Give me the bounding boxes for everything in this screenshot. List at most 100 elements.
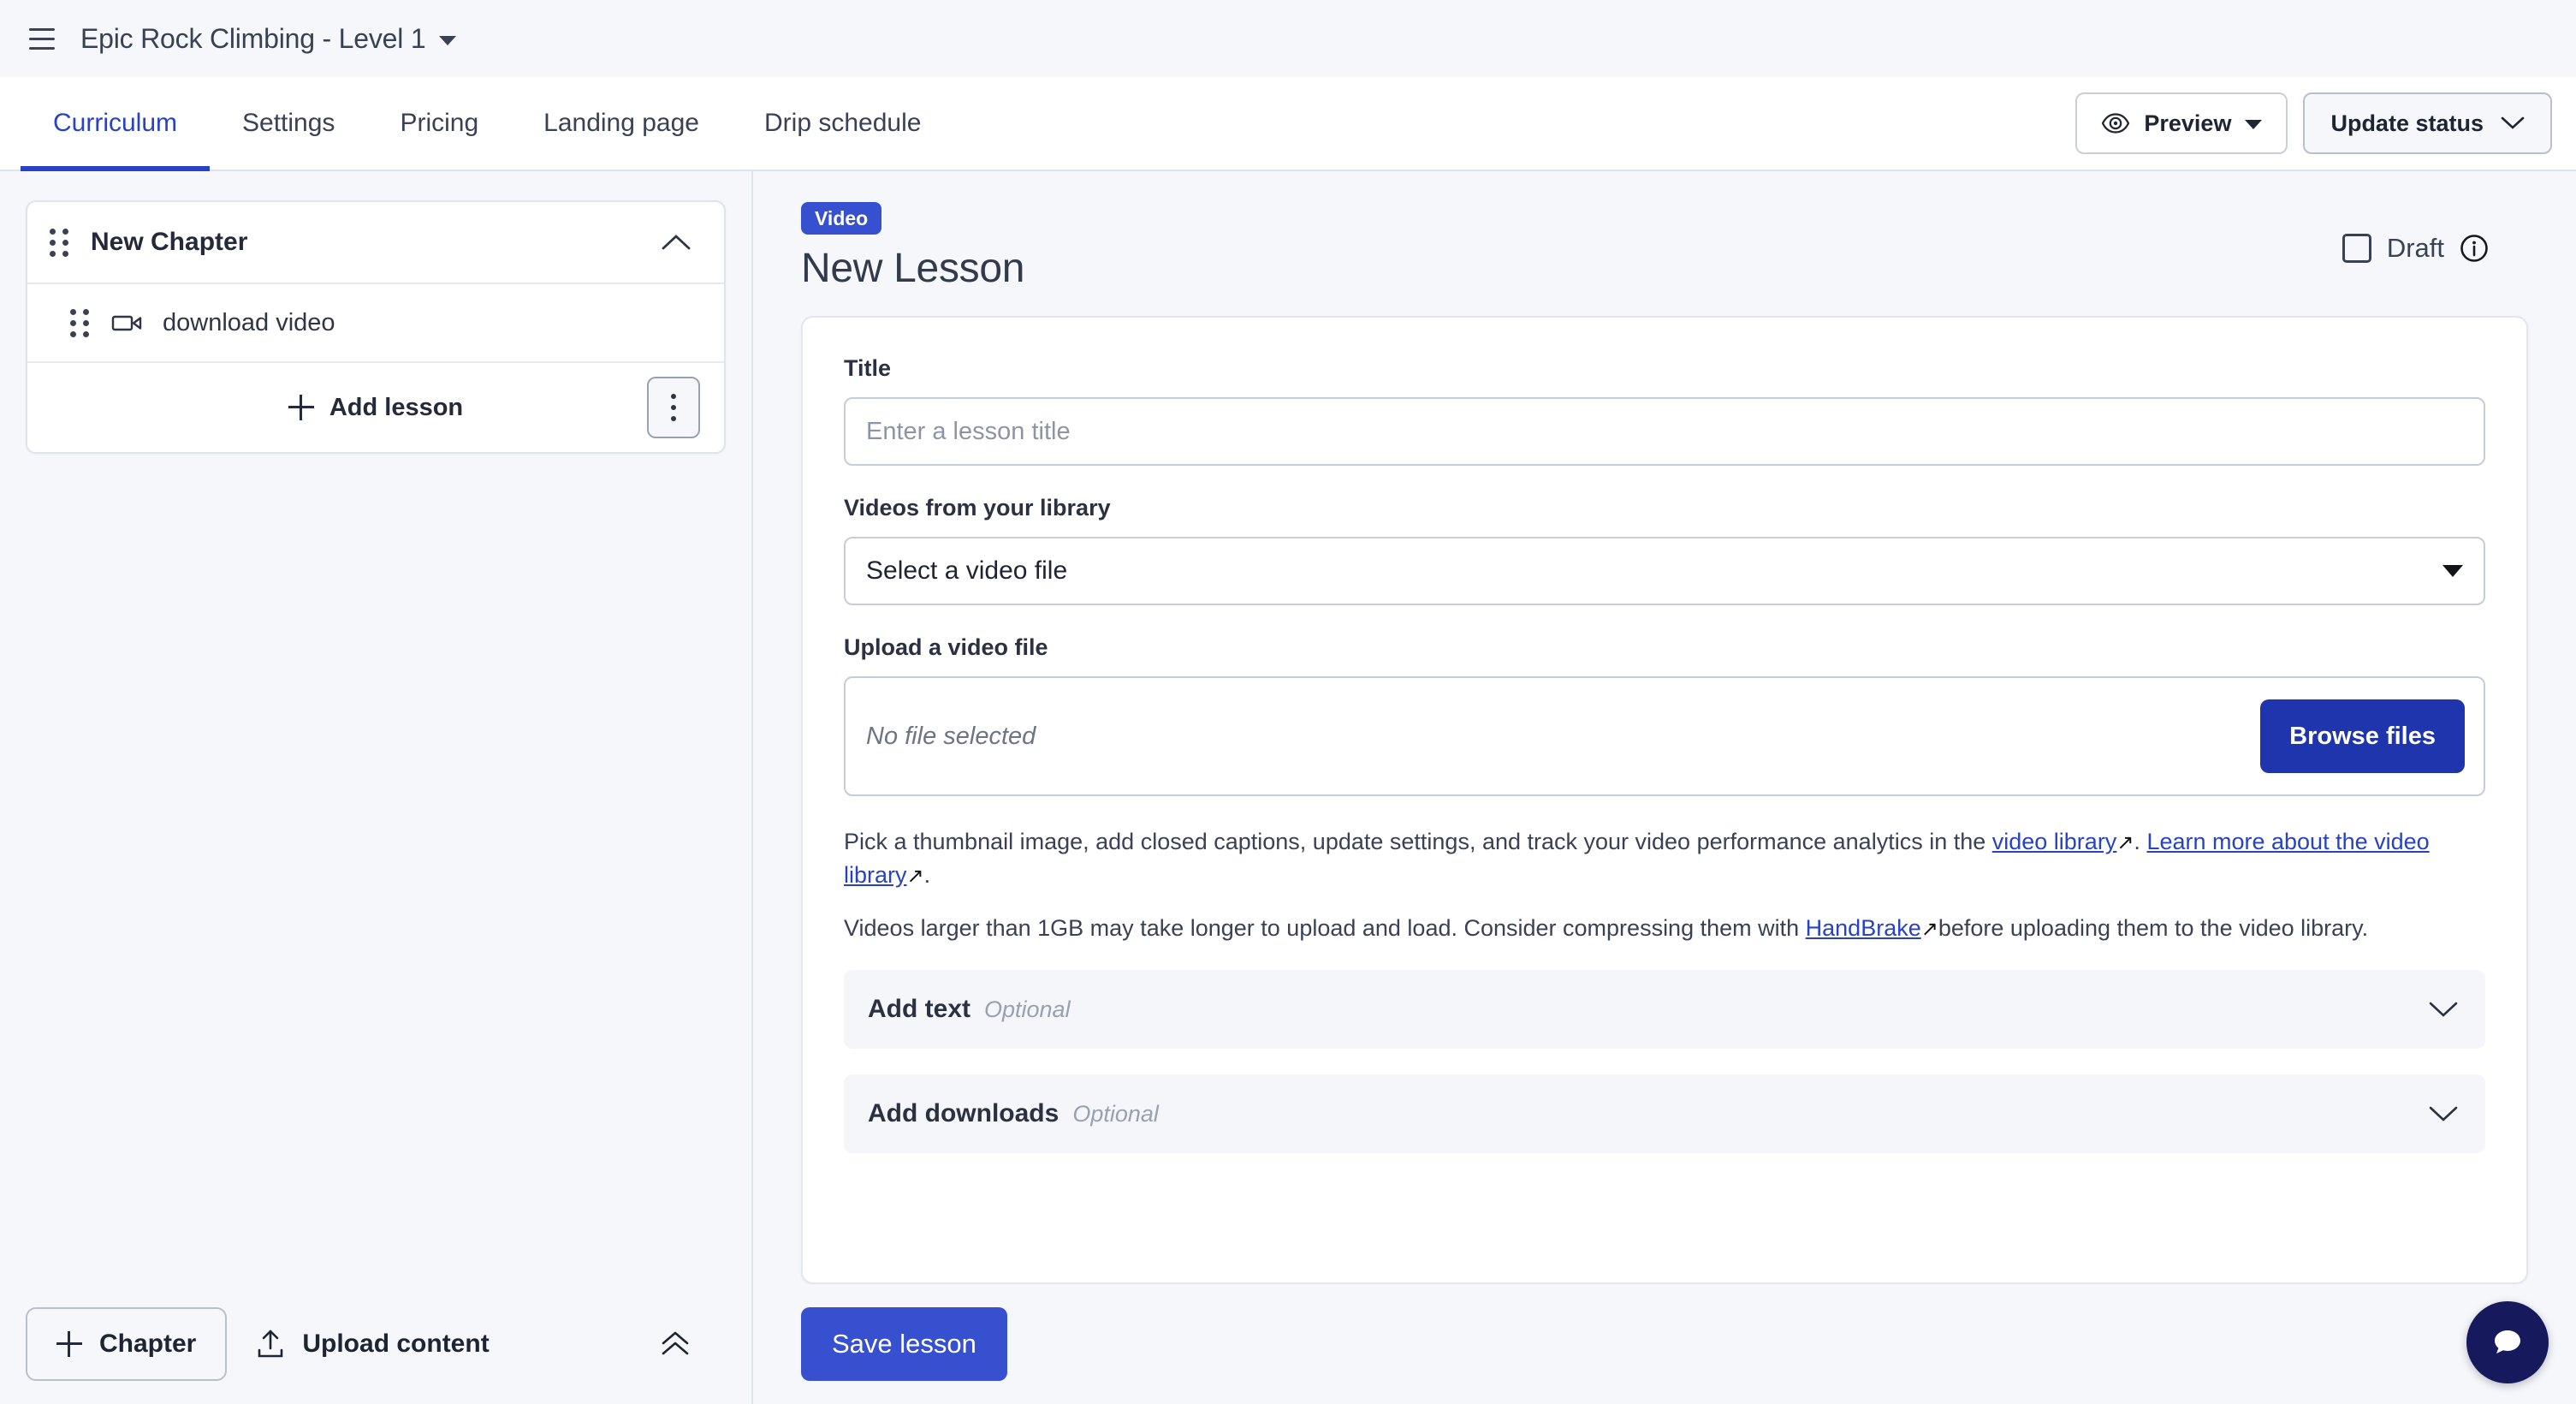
lesson-header: Video New Lesson Draft [801, 202, 2528, 316]
plus-icon [288, 395, 314, 420]
chapter-more-button[interactable] [647, 377, 700, 438]
caret-down-icon [2245, 119, 2263, 129]
accordion-add-downloads-left: Add downloads Optional [868, 1099, 1159, 1128]
lesson-editor-inner: Video New Lesson Draft [753, 171, 2576, 1284]
lesson-name: download video [163, 308, 335, 336]
body-row: New Chapter [0, 171, 2576, 1404]
drag-handle-icon[interactable] [50, 228, 72, 257]
info-icon[interactable] [2460, 234, 2489, 263]
add-chapter-label: Chapter [99, 1330, 197, 1358]
tab-pricing[interactable]: Pricing [367, 77, 511, 170]
add-chapter-button[interactable]: Chapter [26, 1307, 228, 1381]
draft-checkbox[interactable] [2342, 234, 2371, 263]
upload-content-button[interactable]: Upload content [256, 1329, 490, 1359]
preview-label: Preview [2144, 110, 2232, 136]
handbrake-link[interactable]: HandBrake [1805, 915, 1921, 942]
eye-icon [2101, 112, 2130, 134]
accordion-add-text-left: Add text Optional [868, 995, 1071, 1024]
tab-settings[interactable]: Settings [210, 77, 367, 170]
preview-button[interactable]: Preview [2075, 92, 2288, 154]
tab-landing-page[interactable]: Landing page [511, 77, 732, 170]
lesson-form-card: Title Videos from your library Select a … [801, 316, 2528, 1284]
tab-list: Curriculum Settings Pricing Landing page… [21, 77, 2075, 171]
tab-label: Curriculum [53, 109, 178, 137]
title-label: Title [844, 355, 892, 382]
chevron-up-icon[interactable] [654, 220, 698, 265]
learn-more-video-library-link[interactable]: Learn more about the video library [844, 829, 2430, 888]
chevrons-up-icon[interactable] [650, 1319, 700, 1369]
accordion-add-downloads[interactable]: Add downloads Optional [844, 1074, 2485, 1154]
hamburger-menu-icon[interactable] [22, 19, 62, 58]
lesson-header-left: Video New Lesson [801, 202, 1024, 292]
library-field-block: Videos from your library Select a video … [844, 495, 2485, 606]
accordion-title: Add downloads [868, 1099, 1059, 1128]
sidebar-scroll-area: New Chapter [0, 171, 751, 1284]
video-size-helper-text: Videos larger than 1GB may take longer t… [844, 912, 2485, 944]
chapter-card: New Chapter [26, 200, 726, 454]
add-lesson-button[interactable]: Add lesson [288, 394, 463, 422]
draft-label: Draft [2386, 233, 2444, 263]
helper1-part2: . [2134, 829, 2147, 855]
header-actions: Preview Update status [2075, 77, 2576, 170]
lesson-type-badge: Video [801, 202, 882, 235]
save-lesson-button[interactable]: Save lesson [801, 1307, 1007, 1381]
update-status-button[interactable]: Update status [2303, 92, 2552, 154]
video-library-helper-text: Pick a thumbnail image, add closed capti… [844, 825, 2485, 891]
title-field-block: Title [844, 355, 2485, 467]
add-lesson-label: Add lesson [329, 393, 464, 421]
chevron-down-icon [2501, 116, 2525, 131]
helper1-part1: Pick a thumbnail image, add closed capti… [844, 829, 1992, 855]
accordion-add-text[interactable]: Add text Optional [844, 970, 2485, 1050]
helper1-part3: . [923, 861, 931, 888]
accordion-optional-tag: Optional [984, 996, 1071, 1023]
upload-content-label: Upload content [302, 1330, 490, 1358]
caret-down-icon [2442, 565, 2463, 578]
chat-bubble-icon[interactable] [2466, 1301, 2549, 1383]
video-camera-icon [111, 312, 145, 334]
update-status-label: Update status [2330, 110, 2484, 136]
curriculum-sidebar: New Chapter [0, 171, 753, 1404]
lesson-editor-main: Video New Lesson Draft [753, 171, 2576, 1404]
chevron-down-icon [439, 35, 457, 45]
draft-toggle[interactable]: Draft [2342, 233, 2489, 264]
upload-icon [256, 1329, 285, 1359]
chapter-footer: Add lesson [27, 363, 724, 452]
video-library-select[interactable]: Select a video file [844, 537, 2485, 606]
video-library-selected-value: Select a video file [866, 556, 1068, 586]
chapter-header[interactable]: New Chapter [27, 202, 724, 284]
tab-bar: Curriculum Settings Pricing Landing page… [0, 77, 2576, 171]
lesson-editor-footer: Save lesson [753, 1284, 2576, 1404]
drag-handle-icon[interactable] [70, 308, 92, 337]
no-file-selected-text: No file selected [866, 722, 1036, 750]
external-link-icon: ↗ [1920, 918, 1938, 942]
plus-icon [56, 1331, 82, 1357]
top-bar: Epic Rock Climbing - Level 1 [0, 0, 2576, 77]
page-title: New Lesson [801, 246, 1025, 292]
chapter-name: New Chapter [91, 228, 248, 256]
external-link-icon: ↗ [2116, 831, 2134, 855]
sidebar-footer: Chapter Upload content [0, 1284, 751, 1404]
lesson-row[interactable]: download video [27, 284, 724, 363]
helper2-part2: before uploading them to the video libra… [1938, 915, 2369, 942]
accordion-optional-tag: Optional [1072, 1101, 1159, 1127]
accordion-title: Add text [868, 995, 970, 1024]
browse-files-button[interactable]: Browse files [2260, 699, 2465, 774]
upload-field-block: Upload a video file No file selected Bro… [844, 634, 2485, 797]
tab-label: Pricing [400, 109, 479, 137]
helper2-part1: Videos larger than 1GB may take longer t… [844, 915, 1806, 942]
tab-drip-schedule[interactable]: Drip schedule [732, 77, 953, 170]
tab-label: Settings [242, 109, 335, 137]
chevron-down-icon [2429, 1001, 2458, 1018]
lesson-title-input[interactable] [844, 397, 2485, 467]
tab-curriculum[interactable]: Curriculum [21, 77, 211, 171]
external-link-icon: ↗ [906, 864, 924, 888]
tab-label: Drip schedule [764, 109, 922, 137]
video-library-link[interactable]: video library [1991, 829, 2117, 855]
library-label: Videos from your library [844, 495, 1111, 521]
course-title-dropdown[interactable]: Epic Rock Climbing - Level 1 [80, 22, 457, 55]
upload-label: Upload a video file [844, 634, 1048, 661]
video-upload-dropzone[interactable]: No file selected Browse files [844, 676, 2485, 797]
course-title-text: Epic Rock Climbing - Level 1 [80, 22, 426, 54]
chevron-down-icon [2429, 1105, 2458, 1122]
